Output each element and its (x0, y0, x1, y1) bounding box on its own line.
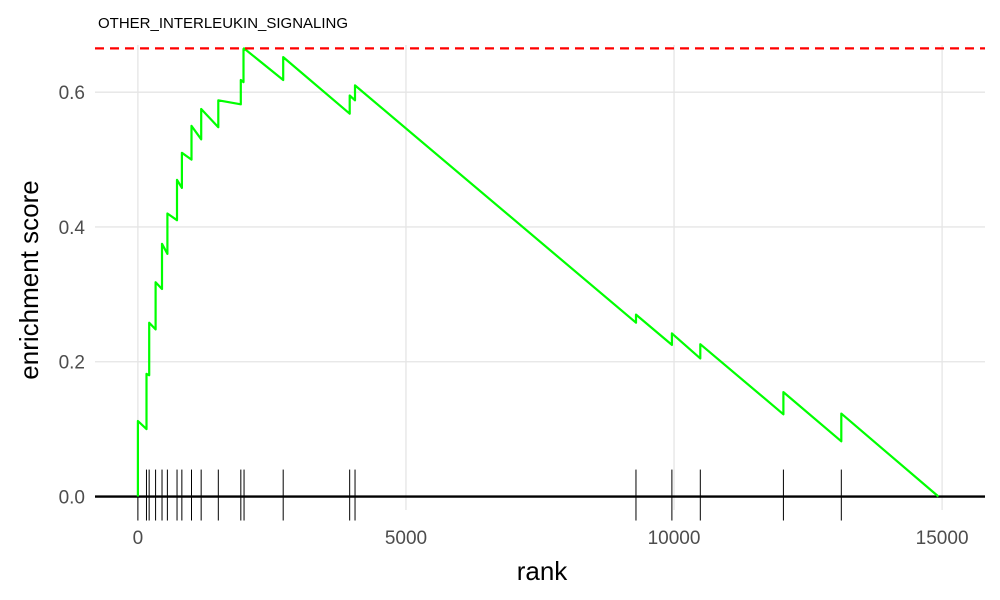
y-tick-label: 0.4 (59, 218, 86, 239)
x-tick-label: 15000 (916, 528, 969, 549)
x-tick-label: 0 (133, 528, 144, 549)
x-tick-label: 5000 (385, 528, 427, 549)
x-tick-labels: 0 5000 10000 15000 (133, 528, 969, 549)
chart-title: OTHER_INTERLEUKIN_SIGNALING (98, 15, 348, 32)
y-tick-labels: 0.0 0.2 0.4 0.6 (59, 83, 86, 508)
hit-ticks (137, 469, 842, 521)
y-axis-title: enrichment score (14, 180, 44, 379)
y-tick-label: 0.0 (59, 488, 85, 509)
x-axis-title: rank (517, 556, 569, 586)
enrichment-curve-group (136, 47, 940, 498)
enrichment-curve (136, 47, 940, 498)
grid-lines (95, 45, 985, 510)
y-tick-label: 0.6 (59, 83, 85, 104)
y-tick-label: 0.2 (59, 353, 85, 374)
x-tick-label: 10000 (648, 528, 701, 549)
